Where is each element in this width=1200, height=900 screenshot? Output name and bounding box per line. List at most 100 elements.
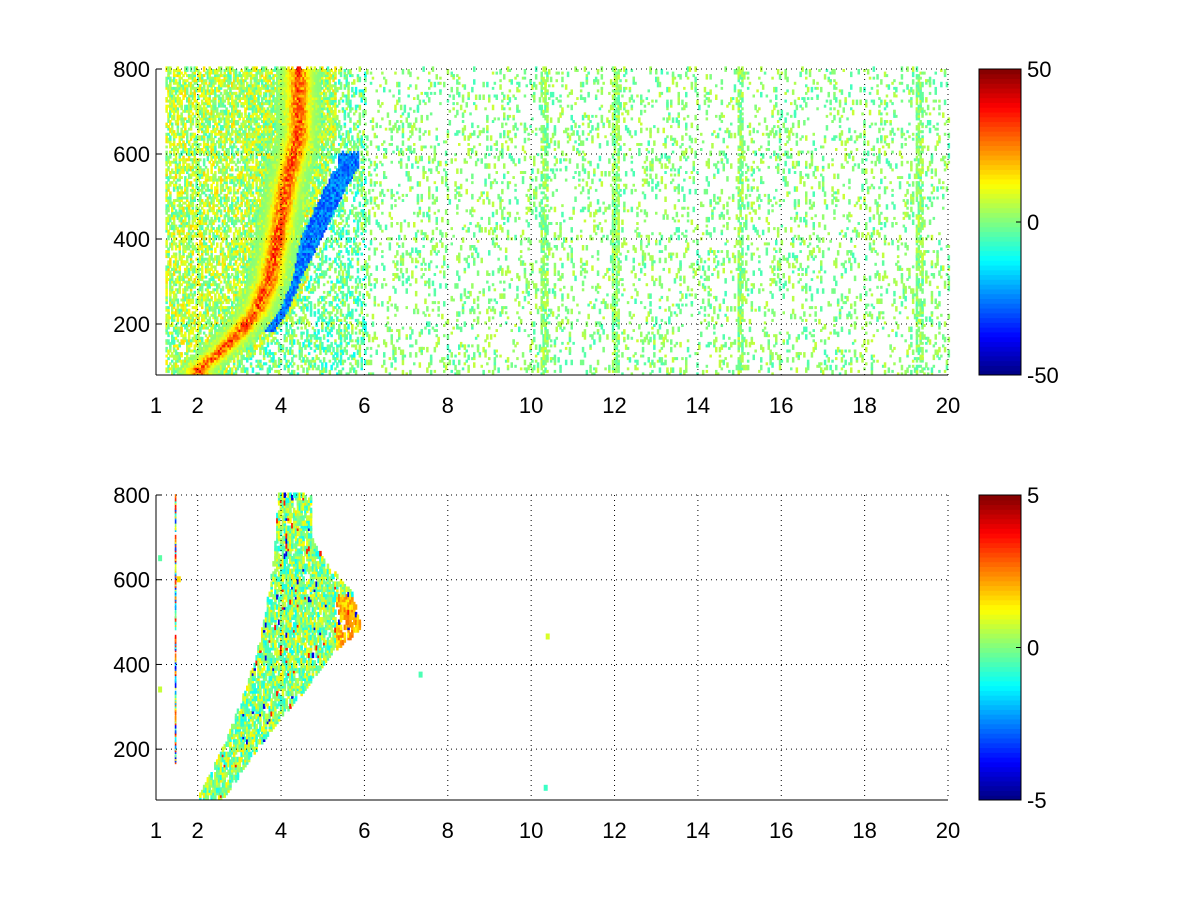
- heatmap-cell: [236, 290, 240, 294]
- heatmap-cell: [197, 295, 200, 299]
- heatmap-cell: [174, 69, 178, 72]
- heatmap-cell: [197, 209, 200, 213]
- heatmap-cell: [191, 224, 195, 228]
- heatmap-cell: [187, 107, 191, 111]
- heatmap-cell: [214, 143, 217, 146]
- heatmap-cell: [214, 86, 217, 93]
- heatmap-cell: [201, 224, 204, 228]
- heatmap-cell: [167, 237, 170, 241]
- heatmap-cell: [172, 186, 176, 190]
- heatmap-cell: [171, 267, 174, 271]
- heatmap-cell: [236, 201, 240, 205]
- heatmap-cell: [197, 135, 200, 139]
- heatmap-cell: [221, 247, 225, 251]
- heatmap-cell: [234, 311, 238, 315]
- heatmap-cell: [197, 346, 200, 350]
- heatmap-cell: [189, 193, 193, 197]
- heatmap-cell: [169, 143, 172, 149]
- heatmap-cell: [227, 295, 230, 299]
- heatmap-cell: [234, 214, 238, 218]
- heatmap-cell: [169, 331, 172, 335]
- heatmap-cell: [219, 242, 223, 248]
- heatmap-cell: [216, 298, 219, 302]
- heatmap-cell: [180, 354, 183, 358]
- heatmap-cell: [191, 186, 195, 190]
- heatmap-cell: [236, 301, 240, 305]
- heatmap-cell: [221, 321, 225, 325]
- heatmap-cell: [214, 280, 217, 284]
- heatmap-cell: [225, 165, 228, 169]
- heatmap-cell: [180, 76, 183, 80]
- heatmap-cell: [225, 283, 228, 287]
- heatmap-cell: [174, 120, 178, 123]
- heatmap-cell: [174, 173, 178, 180]
- heatmap-cell: [217, 176, 221, 182]
- heatmap-cell: [167, 120, 170, 123]
- heatmap-cells: [165, 66, 951, 376]
- heatmap-cell: [186, 148, 189, 151]
- heatmap-cell: [214, 303, 217, 310]
- heatmap-cell: [204, 352, 208, 356]
- heatmap-cell: [212, 278, 215, 281]
- heatmap-cell: [212, 193, 215, 197]
- heatmap-cell: [253, 196, 256, 200]
- heatmap-cell: [187, 168, 191, 172]
- heatmap-cell: [225, 357, 228, 361]
- heatmap-cell: [189, 99, 193, 106]
- heatmap-cell: [219, 181, 223, 185]
- heatmap-cell: [219, 143, 223, 149]
- heatmap-cell: [191, 252, 195, 256]
- heatmap-cell: [186, 298, 189, 302]
- heatmap-cell: [253, 341, 256, 345]
- heatmap-cell: [223, 165, 226, 169]
- heatmap-cell: [229, 283, 232, 289]
- heatmap-cell: [199, 209, 202, 215]
- heatmap-cell: [227, 262, 230, 266]
- heatmap-cell: [191, 163, 195, 167]
- heatmap-cell: [186, 255, 189, 261]
- heatmap-cell: [176, 364, 180, 368]
- heatmap-cell: [199, 245, 202, 248]
- heatmap-cell: [210, 99, 213, 103]
- heatmap-cell: [174, 145, 178, 149]
- heatmap-cell: [217, 209, 221, 213]
- heatmap-cell: [182, 308, 185, 312]
- heatmap-cell: [180, 135, 183, 139]
- heatmap-cell: [274, 352, 277, 356]
- heatmap-cell: [223, 341, 226, 345]
- heatmap-cell: [210, 206, 213, 213]
- heatmap-cell: [176, 275, 180, 282]
- heatmap-cell: [195, 303, 198, 307]
- heatmap-cell: [234, 97, 238, 100]
- heatmap-cell: [204, 199, 208, 202]
- heatmap-cell: [184, 324, 187, 330]
- heatmap-cell: [217, 143, 221, 149]
- heatmap-cell: [165, 97, 168, 100]
- heatmap-cell: [169, 181, 172, 187]
- heatmap-cell: [214, 318, 217, 325]
- heatmap-cell: [223, 237, 226, 241]
- heatmap-cell: [191, 306, 195, 310]
- heatmap-cell: [202, 91, 206, 98]
- heatmap-cell: [199, 196, 202, 200]
- heatmap-cell: [214, 288, 217, 292]
- heatmap-cell: [186, 104, 189, 111]
- heatmap-cell: [176, 148, 180, 154]
- heatmap-cell: [201, 211, 204, 215]
- heatmap-cell: [204, 288, 208, 292]
- heatmap-cell: [195, 267, 198, 274]
- heatmap-cell: [167, 206, 170, 210]
- heatmap-cell: [231, 81, 234, 88]
- heatmap-cell: [236, 364, 240, 368]
- heatmap-cell: [174, 104, 178, 111]
- heatmap-cell: [176, 193, 180, 197]
- heatmap-cell: [165, 339, 168, 343]
- heatmap-cell: [212, 349, 215, 353]
- heatmap-cell: [199, 165, 202, 169]
- heatmap-cell: [197, 252, 200, 256]
- heatmap-cell: [189, 104, 193, 108]
- heatmap-cell: [212, 181, 215, 185]
- heatmap-cell: [174, 359, 178, 363]
- heatmap-cell: [174, 313, 178, 317]
- heatmap-cell: [176, 178, 180, 182]
